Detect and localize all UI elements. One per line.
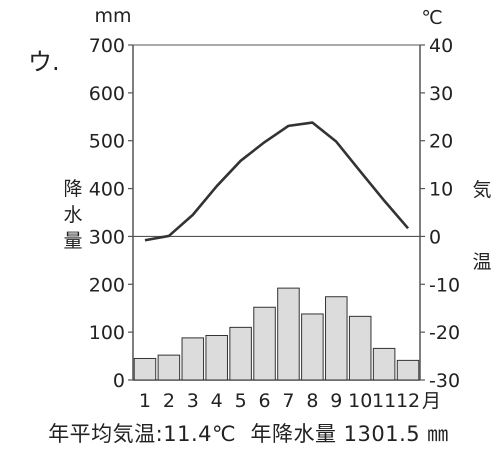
precip-bar bbox=[133, 357, 157, 381]
precip-bar bbox=[277, 287, 300, 381]
right-tick-label: -20 bbox=[429, 322, 460, 344]
month-label: 1 bbox=[139, 390, 151, 412]
month-label: 12 bbox=[396, 390, 420, 412]
month-label: 5 bbox=[235, 390, 247, 412]
month-label: 9 bbox=[330, 390, 342, 412]
left-tick-label: 600 bbox=[89, 83, 125, 105]
right-axis-label-char: 気 bbox=[472, 179, 491, 201]
precip-bar bbox=[157, 354, 181, 381]
right-tick-label: 40 bbox=[429, 35, 453, 57]
month-label: 10 bbox=[348, 390, 372, 412]
left-axis-label-char: 量 bbox=[63, 230, 82, 252]
annual-precip-label: 年降水量 1301.5 ㎜ bbox=[250, 422, 449, 446]
precip-bar bbox=[253, 306, 276, 381]
precip-bar bbox=[181, 337, 205, 381]
avg-temp-label: 年平均気温:11.4℃ bbox=[48, 422, 237, 446]
right-tick-label: 10 bbox=[429, 179, 453, 201]
left-tick-label: 400 bbox=[89, 179, 125, 201]
problem-marker: ウ. bbox=[28, 48, 60, 76]
month-label: 11 bbox=[372, 390, 396, 412]
left-unit-label: mm bbox=[94, 5, 131, 27]
left-tick-label: 0 bbox=[113, 370, 125, 392]
left-tick-label: 200 bbox=[89, 274, 125, 296]
right-tick-label: 0 bbox=[429, 226, 441, 248]
month-label: 2 bbox=[163, 390, 175, 412]
month-label: 7 bbox=[282, 390, 294, 412]
left-axis-label-char: 降 bbox=[63, 178, 82, 200]
left-tick-label: 100 bbox=[89, 322, 125, 344]
right-tick-label: -30 bbox=[429, 370, 460, 392]
month-label: 4 bbox=[211, 390, 223, 412]
chart-canvas: 0 100 200 300 400 500 600 700 -30 -20 -10 0 10 20 30 40… bbox=[28, 5, 492, 412]
precip-bar bbox=[325, 296, 348, 381]
precip-bar bbox=[396, 359, 420, 381]
right-tick-label: -10 bbox=[429, 274, 460, 296]
month-label: 8 bbox=[306, 390, 318, 412]
precip-bar bbox=[348, 315, 372, 381]
month-label: 3 bbox=[187, 390, 199, 412]
temperature-line bbox=[144, 121, 410, 242]
right-axis-label-char: 温 bbox=[472, 251, 491, 273]
left-tick-label: 700 bbox=[89, 35, 125, 57]
precip-bar bbox=[229, 326, 252, 381]
right-tick-label: 20 bbox=[429, 131, 453, 153]
month-suffix: 月 bbox=[422, 390, 441, 412]
left-tick-label: 500 bbox=[89, 131, 125, 153]
month-label: 6 bbox=[258, 390, 270, 412]
right-tick-label: 30 bbox=[429, 83, 453, 105]
chart-footer: 年平均気温:11.4℃ 年降水量 1301.5 ㎜ bbox=[0, 418, 497, 448]
precip-bar bbox=[372, 347, 396, 381]
left-tick-label: 300 bbox=[89, 226, 125, 248]
right-unit-label: ℃ bbox=[421, 7, 442, 29]
precip-bar bbox=[301, 313, 324, 381]
left-axis-label-char: 水 bbox=[63, 204, 82, 226]
precip-bar bbox=[205, 334, 228, 381]
